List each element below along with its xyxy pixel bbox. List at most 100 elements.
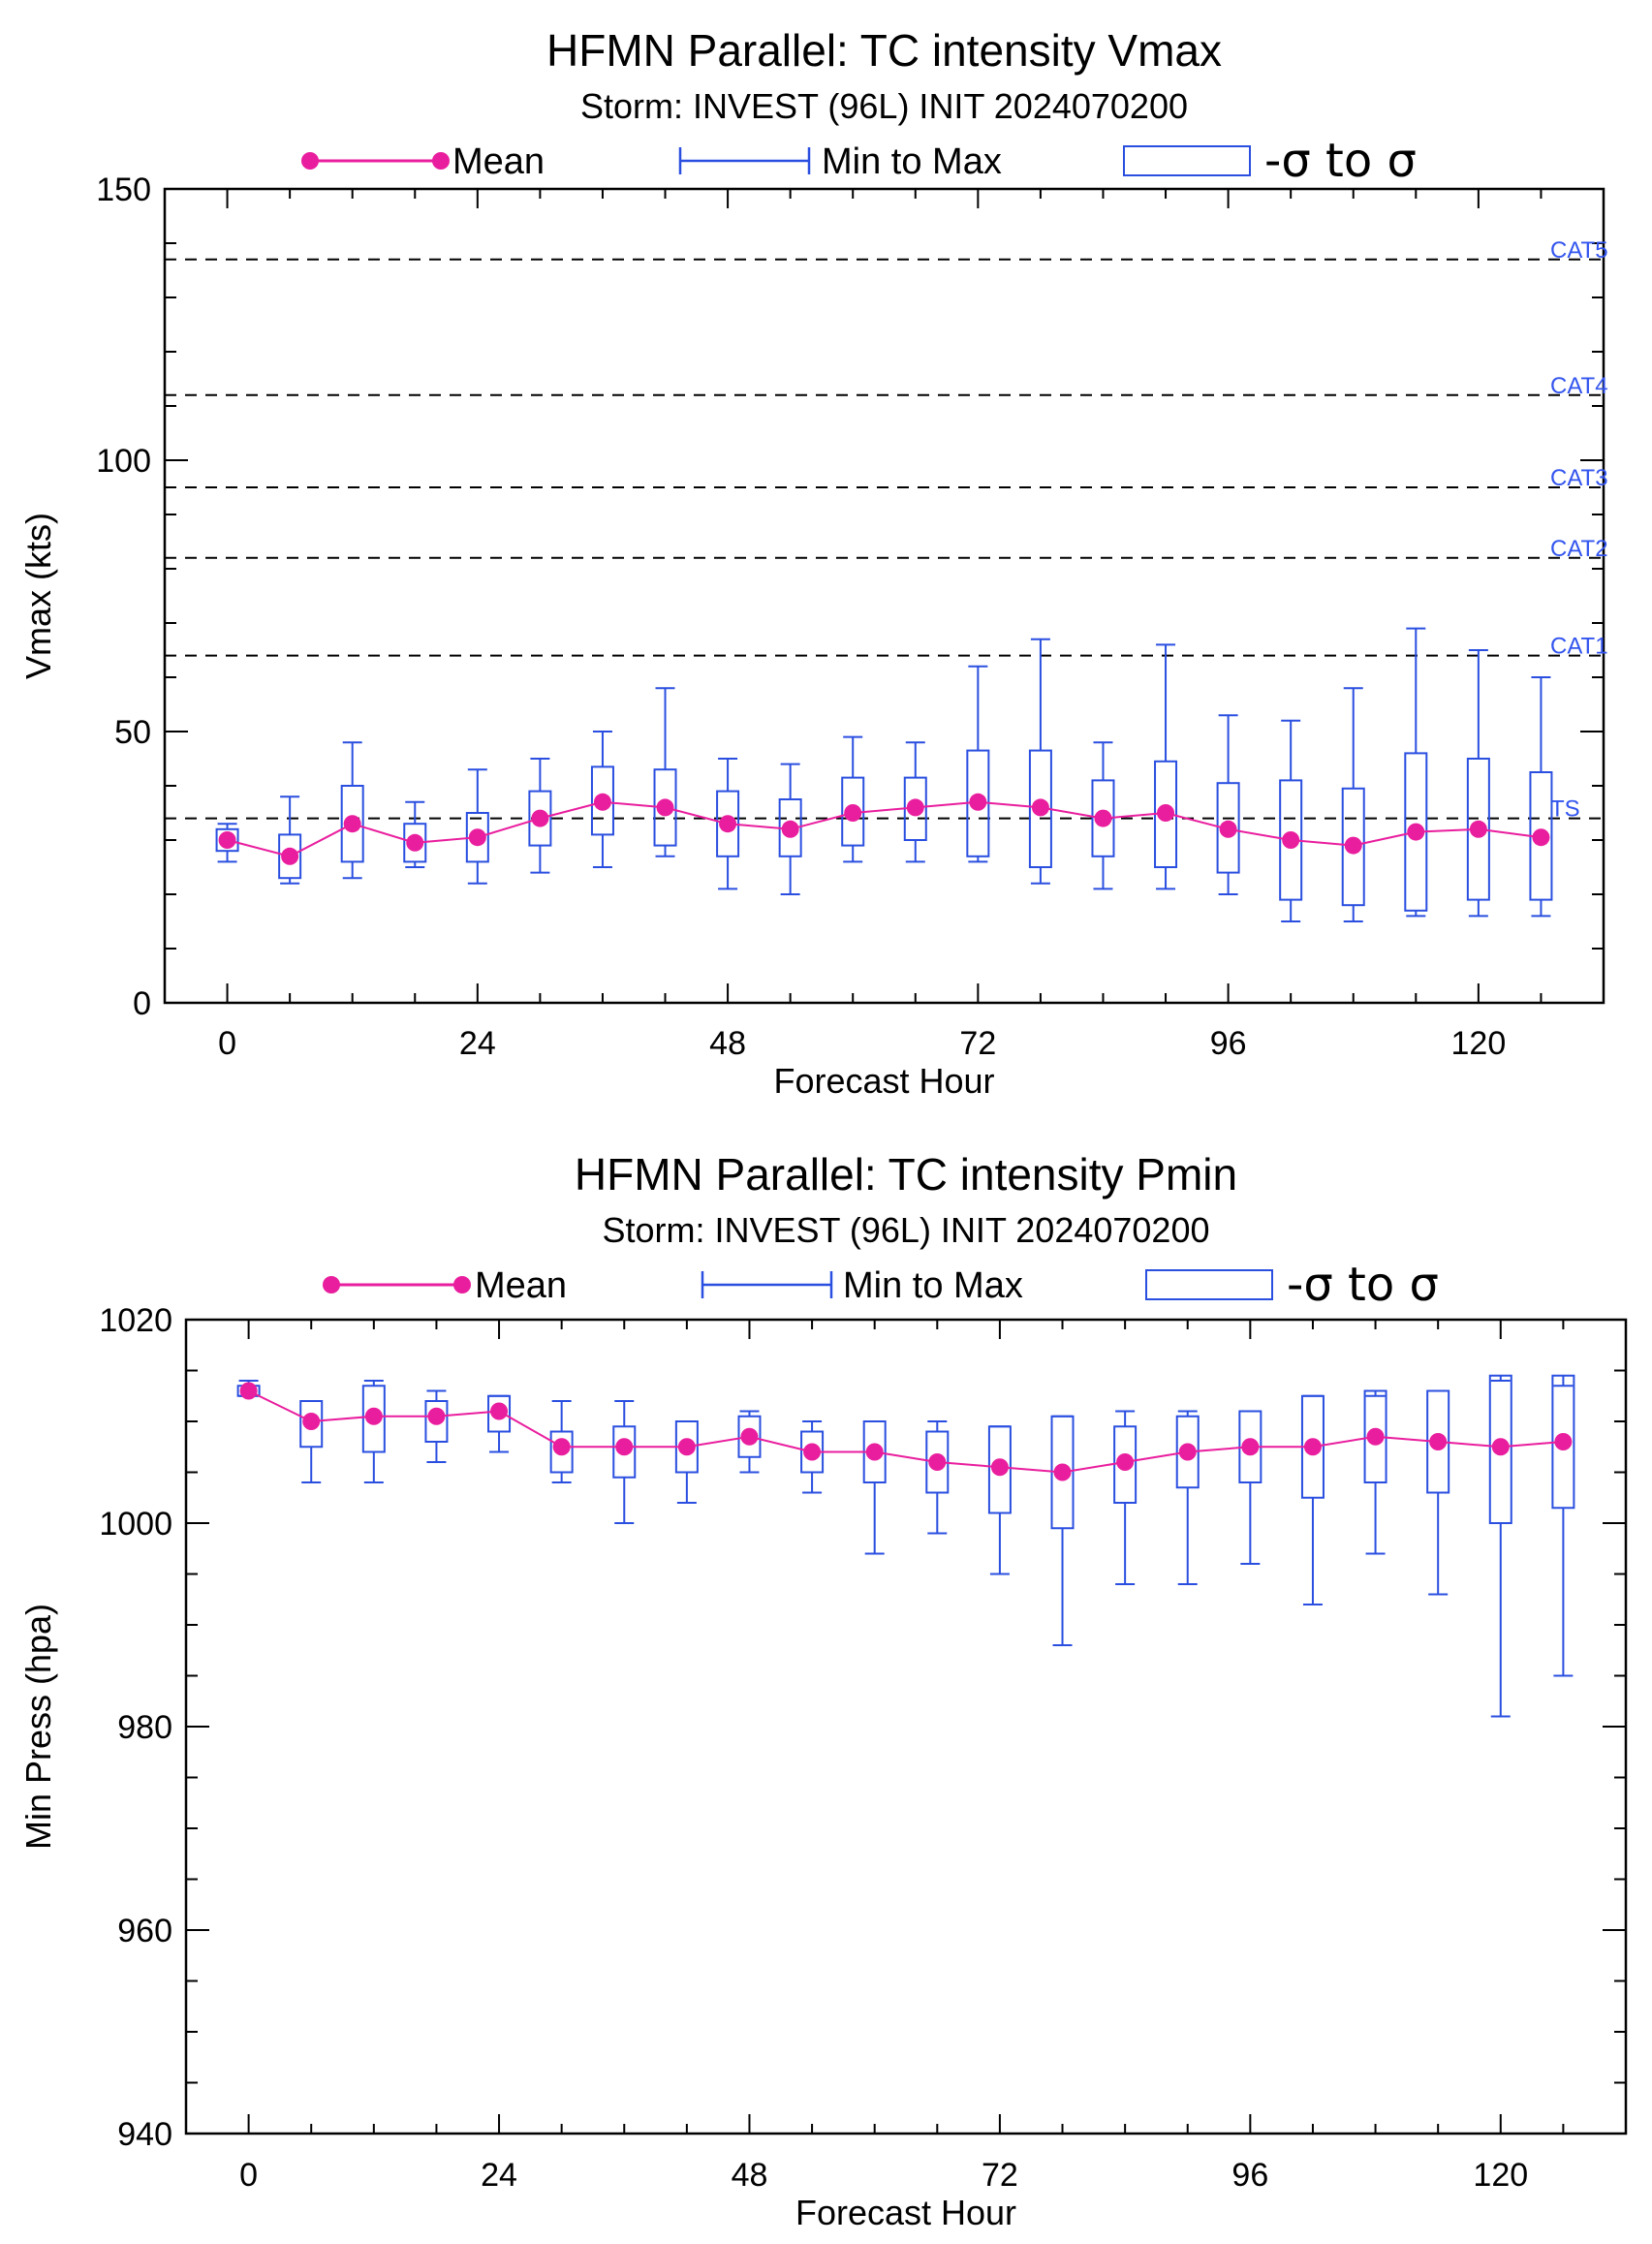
mean-point [1157, 804, 1175, 822]
x-tick-label: 0 [218, 1025, 236, 1062]
y-tick-label: 100 [96, 443, 151, 480]
legend-mean-label: Mean [475, 1265, 567, 1306]
y-tick-label: 940 [117, 2116, 172, 2153]
x-tick-label: 24 [481, 2157, 517, 2194]
mean-point [803, 1443, 822, 1461]
sigma-box [1216, 782, 1240, 874]
mean-point [1532, 828, 1550, 847]
sigma-box [278, 833, 302, 880]
mean-point [1366, 1427, 1385, 1446]
sigma-box [1488, 1374, 1512, 1524]
sigma-box [361, 1385, 386, 1453]
sigma-box [299, 1400, 324, 1449]
y-tick-label: 980 [117, 1709, 172, 1746]
mean-point [928, 1453, 947, 1471]
mean-point [865, 1443, 884, 1461]
mean-point [1554, 1433, 1573, 1450]
plot-frame [163, 187, 1605, 1005]
mean-point [1094, 809, 1112, 827]
x-axis-label: Forecast Hour [795, 2193, 1016, 2232]
chart-title: HFMN Parallel: TC intensity Pmin [575, 1149, 1237, 1200]
threshold-label-cat3: CAT3 [1550, 465, 1608, 491]
x-tick-label: 0 [239, 2157, 258, 2194]
legend-minmax-label: Min to Max [843, 1265, 1023, 1306]
legend-mean-marker [432, 152, 450, 170]
legend-sigma-label: -σ to σ [1264, 134, 1417, 188]
legend-mean-marker [323, 1276, 340, 1293]
sigma-box [987, 1425, 1012, 1514]
mean-point [677, 1438, 696, 1456]
threshold-label-cat2: CAT2 [1550, 536, 1608, 562]
x-tick-label: 72 [982, 2157, 1018, 2194]
mean-point [552, 1438, 571, 1456]
x-tick-label: 120 [1451, 1025, 1507, 1062]
mean-point [906, 798, 924, 817]
mean-point [1219, 820, 1237, 838]
sigma-box [549, 1430, 574, 1474]
mean-point [969, 793, 987, 811]
sigma-box [737, 1415, 762, 1458]
legend-sigma-label: -σ to σ [1287, 1258, 1439, 1312]
mean-point [531, 809, 549, 827]
sigma-box [487, 1394, 512, 1433]
vmax-panel: HFMN Parallel: TC intensity Vmax Storm: I… [18, 25, 1608, 1101]
sigma-box [612, 1425, 637, 1479]
x-tick-label: 48 [709, 1025, 746, 1062]
mean-point [1407, 823, 1425, 841]
legend-mean-marker [301, 152, 319, 170]
mean-point [615, 1438, 634, 1456]
mean-point [593, 793, 611, 811]
mean-point [656, 798, 674, 817]
chart-subtitle: Storm: INVEST (96L) INIT 2024070200 [603, 1210, 1210, 1250]
mean-point [1491, 1438, 1510, 1456]
mean-point [239, 1382, 258, 1400]
mean-point [218, 831, 236, 849]
mean-point [427, 1407, 446, 1425]
mean-point [844, 804, 862, 822]
sigma-box [340, 785, 364, 863]
y-tick-label: 1020 [99, 1302, 172, 1339]
chart-title: HFMN Parallel: TC intensity Vmax [546, 25, 1222, 76]
mean-point [468, 828, 486, 847]
mean-point [364, 1407, 383, 1425]
chart-subtitle: Storm: INVEST (96L) INIT 2024070200 [580, 86, 1188, 126]
plot-frame [184, 1318, 1628, 2135]
legend-minmax-label: Min to Max [822, 141, 1002, 182]
y-axis-label: Min Press (hpa) [18, 1604, 58, 1850]
x-tick-label: 120 [1473, 2157, 1528, 2194]
mean-point [1241, 1438, 1260, 1456]
mean-point [343, 815, 361, 833]
mean-point [1053, 1463, 1072, 1481]
threshold-label-cat5: CAT5 [1550, 237, 1608, 264]
threshold-label-ts: TS [1550, 796, 1580, 823]
y-axis-label: Vmax (kts) [18, 513, 58, 679]
mean-point [1116, 1453, 1135, 1471]
mean-point [302, 1413, 321, 1430]
sigma-box [590, 765, 614, 836]
mean-line [248, 1389, 1564, 1474]
y-tick-label: 150 [96, 171, 151, 208]
mean-point [1469, 820, 1487, 838]
mean-point [1178, 1443, 1197, 1461]
sigma-box [528, 790, 552, 847]
y-tick-label: 1000 [99, 1506, 172, 1543]
x-tick-label: 48 [732, 2157, 768, 2194]
pmin-panel: HFMN Parallel: TC intensity Pmin Storm: I… [18, 1149, 1628, 2232]
y-tick-label: 0 [133, 985, 151, 1022]
x-axis-label: Forecast Hour [773, 1061, 994, 1101]
mean-point [1344, 836, 1362, 855]
mean-point [1303, 1438, 1322, 1456]
mean-point [490, 1402, 509, 1420]
threshold-label-cat4: CAT4 [1550, 373, 1608, 399]
legend-mean-marker [453, 1276, 471, 1293]
x-tick-label: 96 [1231, 2157, 1268, 2194]
y-tick-label: 50 [114, 714, 151, 751]
legend-mean-label: Mean [452, 141, 545, 182]
x-tick-label: 96 [1210, 1025, 1247, 1062]
mean-line [227, 800, 1542, 857]
mean-point [1429, 1433, 1448, 1450]
x-tick-label: 72 [959, 1025, 996, 1062]
mean-point [719, 815, 737, 833]
legend-sigma-box [1145, 1269, 1273, 1300]
